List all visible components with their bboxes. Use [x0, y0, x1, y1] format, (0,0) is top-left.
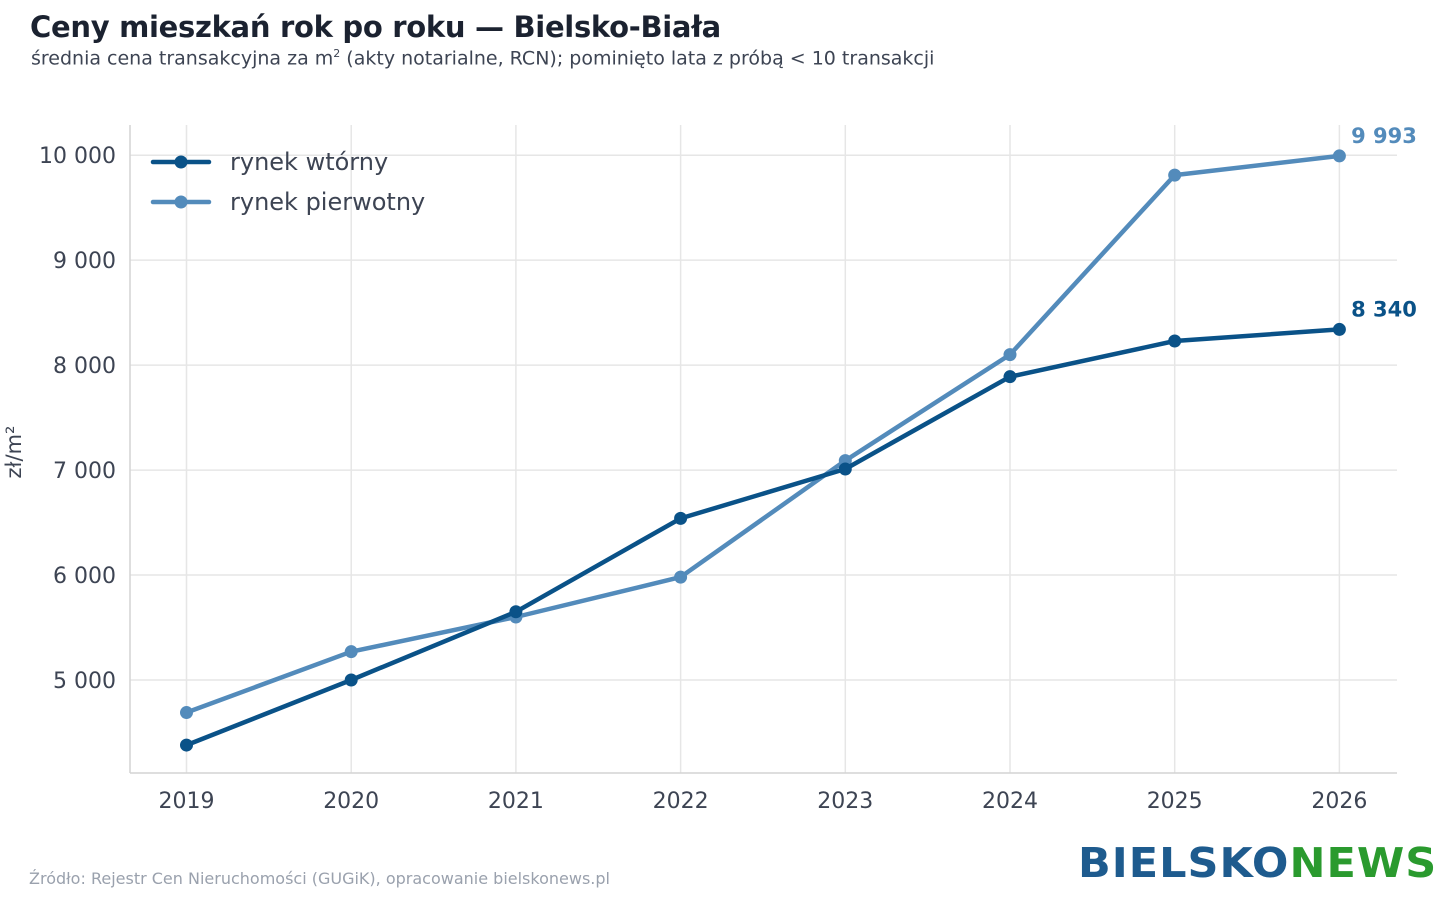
subtitle-pre: średnia cena transakcyjna za m [31, 47, 334, 70]
chart-subtitle: średnia cena transakcyjna za m2 (akty no… [31, 47, 934, 69]
data-point [1168, 334, 1182, 348]
data-point [838, 462, 852, 476]
x-tick-label: 2020 [323, 789, 379, 814]
data-point [674, 570, 688, 584]
end-value-label: 9 993 [1351, 124, 1417, 148]
data-point [509, 605, 523, 619]
data-point [344, 645, 358, 659]
x-tick-label: 2019 [159, 789, 215, 814]
axes: 2019 2020 2021 2022 2023 2024 2025 2026 5 000 6 0… [2, 125, 1397, 814]
legend: rynek wtórny rynek pierwotny [150, 148, 425, 216]
subtitle-post: (akty notarialne, RCN); pominięto lata z… [340, 47, 935, 70]
y-tick-label: 8 000 [53, 354, 116, 379]
data-point [1003, 370, 1017, 384]
y-tick-label: 7 000 [53, 459, 116, 484]
grid-lines [130, 125, 1397, 773]
y-axis-label: zł/m² [2, 426, 26, 479]
data-point [180, 706, 193, 720]
end-value-label: 8 340 [1351, 297, 1417, 321]
y-tick-label: 5 000 [53, 669, 116, 694]
data-point [344, 673, 358, 687]
data-point [180, 738, 193, 752]
x-tick-label: 2021 [488, 789, 544, 814]
source-note: Źródło: Rejestr Cen Nieruchomości (GUGiK… [29, 869, 610, 888]
legend-swatch-dot [174, 195, 188, 209]
x-tick-label: 2022 [653, 789, 709, 814]
subtitle-sup: 2 [333, 47, 341, 60]
line-chart: 2019 2020 2021 2022 2023 2024 2025 2026 5 000 6 0… [2, 124, 1417, 814]
x-tick-label: 2024 [982, 789, 1038, 814]
chart-title: Ceny mieszkań rok po roku — Bielsko-Biał… [30, 10, 721, 44]
series-line [184, 153, 1342, 715]
data-point [1332, 322, 1346, 336]
legend-item: rynek wtórny [150, 148, 388, 176]
legend-label: rynek pierwotny [230, 188, 425, 216]
y-tick-label: 9 000 [53, 249, 116, 274]
y-tick-label: 6 000 [53, 564, 116, 589]
x-tick-label: 2026 [1311, 789, 1367, 814]
x-tick-label: 2025 [1147, 789, 1203, 814]
data-point [674, 511, 688, 525]
data-point [1332, 149, 1346, 163]
series-0: 8 340 [180, 297, 1417, 752]
logo-part-1: BIELSKO [1078, 840, 1290, 888]
y-tick-label: 10 000 [39, 144, 116, 169]
legend-label: rynek wtórny [230, 148, 388, 176]
series-line [184, 327, 1342, 748]
logo-part-2: NEWS [1289, 840, 1438, 888]
bielskonews-logo: BIELSKONEWS [1078, 840, 1437, 888]
x-tick-label: 2023 [817, 789, 873, 814]
series-group: 9 993 8 340 [180, 124, 1417, 752]
legend-swatch-dot [174, 155, 188, 169]
series-1: 9 993 [180, 124, 1417, 720]
data-point [1168, 168, 1182, 182]
legend-item: rynek pierwotny [150, 188, 425, 216]
data-point [1003, 348, 1017, 362]
